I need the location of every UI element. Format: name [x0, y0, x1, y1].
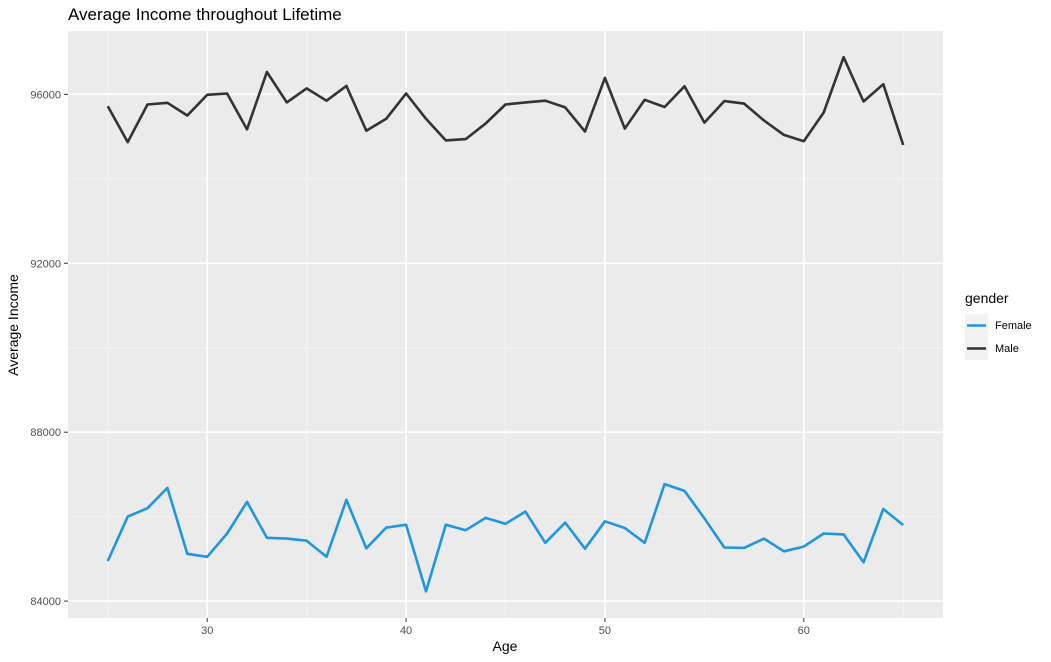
x-axis-title: Age — [493, 638, 518, 654]
series-line-male — [106, 55, 905, 146]
legend-item-female: Female — [965, 314, 1032, 337]
legend-title: gender — [965, 290, 1009, 306]
x-tick-label: 60 — [798, 625, 810, 637]
series-line-female — [106, 482, 905, 593]
y-axis-title: Average Income — [5, 274, 21, 376]
y-tick-label: 84000 — [30, 596, 61, 608]
legend-item-male: Male — [965, 337, 1019, 360]
x-tick-label: 50 — [599, 625, 611, 637]
legend-label: Male — [995, 343, 1019, 355]
y-tick-label: 88000 — [30, 427, 61, 439]
x-tick-label: 30 — [201, 625, 213, 637]
legend: gender Female Male — [965, 290, 1032, 360]
chart-title: Average Income throughout Lifetime — [68, 5, 342, 24]
x-tick-label: 40 — [400, 625, 412, 637]
legend-label: Female — [995, 320, 1032, 332]
y-tick-label: 92000 — [30, 258, 61, 270]
y-axis-ticks: 84000 88000 92000 96000 — [30, 89, 68, 608]
x-axis-ticks: 30 40 50 60 — [201, 618, 810, 637]
series-layer — [106, 55, 905, 593]
minor-gridlines — [68, 31, 943, 618]
y-tick-label: 96000 — [30, 89, 61, 101]
